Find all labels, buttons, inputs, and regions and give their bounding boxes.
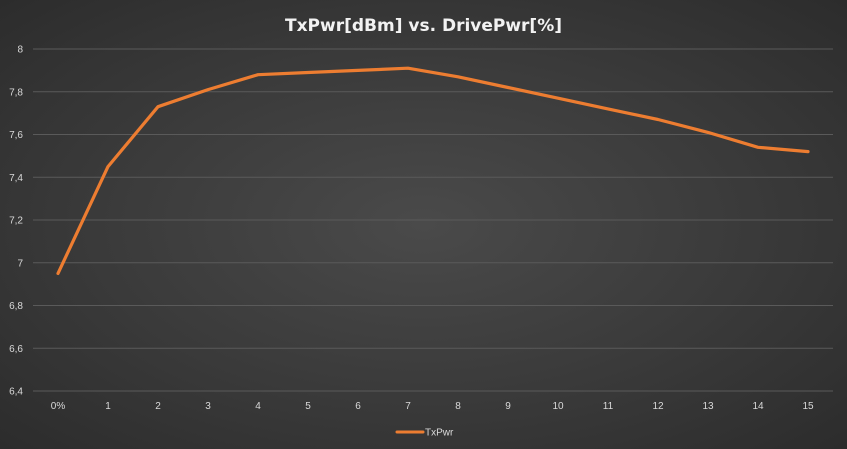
x-tick-label: 3: [205, 401, 211, 412]
x-tick-label: 7: [405, 401, 411, 412]
x-axis-labels: 0% 1 2 3 4 5 6 7 8 9 10 11 12 13 14 15: [51, 401, 814, 412]
x-tick-label: 12: [652, 401, 664, 412]
x-tick-label: 13: [702, 401, 714, 412]
x-tick-label: 8: [455, 401, 461, 412]
y-tick-label: 7,6: [9, 130, 23, 141]
series-line-txpwr: [56, 66, 810, 275]
x-tick-label: 2: [155, 401, 161, 412]
y-tick-label: 7,8: [9, 87, 23, 98]
chart-title: TxPwr[dBm] vs. DrivePwr[%]: [285, 16, 562, 36]
y-axis-labels: 6,4 6,6 6,8 7 7,2 7,4 7,6 7,8 8: [9, 45, 23, 398]
x-tick-label: 14: [752, 401, 764, 412]
x-tick-label: 1: [105, 401, 111, 412]
y-tick-label: 8: [17, 45, 23, 56]
y-tick-label: 6,6: [9, 344, 23, 355]
x-tick-label: 5: [305, 401, 311, 412]
x-tick-label: 6: [355, 401, 361, 412]
legend: TxPwr: [395, 428, 454, 439]
x-tick-label: 0%: [51, 401, 66, 412]
y-tick-label: 6,8: [9, 301, 23, 312]
y-tick-label: 7: [17, 258, 23, 269]
series-lines: [56, 66, 810, 275]
x-tick-label: 10: [552, 401, 564, 412]
legend-label: TxPwr: [425, 428, 454, 439]
y-tick-label: 7,2: [9, 216, 23, 227]
gridlines: [33, 48, 833, 392]
x-tick-label: 15: [802, 401, 814, 412]
y-tick-label: 6,4: [9, 387, 23, 398]
y-tick-label: 7,4: [9, 173, 23, 184]
x-tick-label: 9: [505, 401, 511, 412]
x-tick-label: 4: [255, 401, 261, 412]
x-tick-label: 11: [603, 401, 614, 412]
